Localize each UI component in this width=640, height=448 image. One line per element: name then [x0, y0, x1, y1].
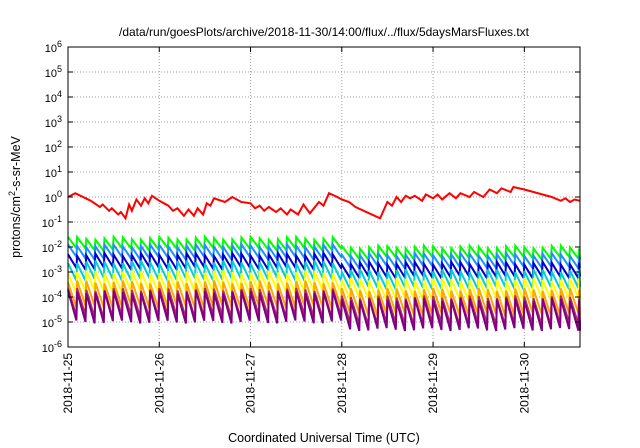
x-tick-label: 2018-11-26 — [152, 353, 166, 414]
y-axis: 10-6 10-5 10-4 10-3 10-2 10-1 100 101 102 103 104 1… — [42, 39, 580, 355]
y-tick-label: 10-2 — [42, 239, 62, 255]
y-tick-label: 100 — [45, 189, 62, 205]
y-tick-label: 10-5 — [42, 314, 62, 330]
x-tick-label: 2018-11-29 — [426, 353, 440, 414]
series-line-1 — [67, 185, 581, 221]
y-axis-label: protons/cm2-s-sr-MeV — [7, 135, 23, 257]
series-line-2 — [67, 233, 581, 263]
y-tick-label: 10-1 — [42, 214, 62, 230]
series-line-6 — [67, 270, 581, 302]
series-group — [67, 185, 581, 332]
series-line-5 — [67, 260, 581, 291]
series-line-4 — [67, 249, 581, 282]
y-tick-label: 103 — [45, 114, 62, 130]
y-tick-label: 106 — [45, 39, 62, 55]
y-tick-label: 101 — [45, 164, 62, 180]
y-tick-label: 10-4 — [42, 289, 62, 305]
x-tick-label: 2018-11-28 — [335, 353, 349, 414]
y-axis-label-base: protons/cm — [9, 196, 23, 258]
x-tick-label: 2018-11-25 — [61, 353, 75, 414]
y-tick-label: 105 — [45, 64, 62, 80]
y-axis-label-sup: 2 — [7, 191, 17, 196]
series-line-7 — [67, 280, 581, 317]
x-tick-label: 2018-11-27 — [244, 353, 258, 414]
y-tick-label: 10-6 — [42, 339, 62, 355]
x-tick-label: 2018-11-30 — [517, 353, 531, 414]
x-axis-label: Coordinated Universal Time (UTC) — [228, 431, 420, 445]
y-tick-label: 102 — [45, 139, 62, 155]
series-line-3 — [67, 241, 581, 272]
series-line-9 — [67, 290, 581, 332]
chart-title: /data/run/goesPlots/archive/2018-11-30/1… — [119, 25, 530, 39]
y-tick-label: 104 — [45, 89, 62, 105]
x-axis: 2018-11-25 2018-11-26 2018-11-27 2018-11-28… — [61, 47, 531, 414]
y-axis-label-rest: -s-sr-MeV — [9, 135, 23, 191]
y-tick-label: 10-3 — [42, 264, 62, 280]
